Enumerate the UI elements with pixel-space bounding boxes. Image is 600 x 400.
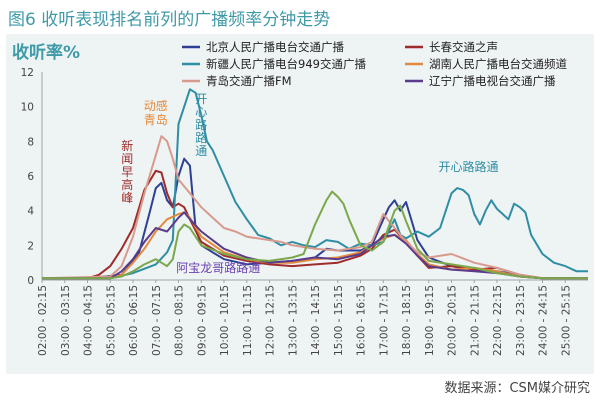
x-tick-label: 19:00 - 19:15: [424, 285, 436, 356]
x-tick-label: 23:00 - 23:15: [515, 285, 527, 356]
x-tick-label: 06:00 - 06:15: [128, 285, 140, 356]
x-tick-label: 20:00 - 20:15: [447, 285, 459, 356]
x-tick-label: 11:00 - 11:15: [242, 285, 254, 356]
source-note: 数据来源：CSM媒介研究: [444, 381, 590, 396]
annotation-label: 阿宝龙哥路路通: [176, 260, 260, 275]
x-tick-label: 13:00 - 13:15: [287, 285, 299, 356]
legend-label: 长春交通之声: [429, 40, 498, 54]
x-tick-label: 07:00 - 07:15: [151, 285, 163, 356]
chart-title: 图6 收听表现排名前列的广播频率分钟走势: [8, 10, 331, 30]
series-line: [42, 190, 588, 280]
y-tick-label: 0: [27, 275, 34, 287]
y-axis-label: 收听率%: [12, 43, 81, 63]
x-tick-label: 17:00 - 17:15: [378, 285, 390, 356]
annotation-label: 开心路路通: [439, 159, 499, 174]
x-tick-label: 14:00 - 14:15: [310, 285, 322, 356]
x-tick-label: 24:00 - 24:15: [538, 285, 550, 356]
series-line: [42, 211, 588, 280]
x-tick-label: 21:00 - 21:15: [469, 285, 481, 356]
annotation-label: 新闻早高峰: [121, 138, 133, 205]
x-tick-label: 18:00 - 18:15: [401, 285, 413, 356]
x-tick-label: 16:00 - 16:15: [356, 285, 368, 356]
y-tick-label: 10: [21, 102, 34, 114]
x-tick-label: 22:00 - 22:15: [492, 285, 504, 356]
series-line: [42, 211, 588, 280]
y-tick-label: 6: [27, 171, 34, 183]
x-tick-label: 03:00 - 03:15: [60, 285, 72, 356]
plot-background: [6, 34, 594, 374]
x-tick-label: 02:00 - 02:15: [37, 285, 49, 356]
x-tick-label: 12:00 - 12:15: [265, 285, 277, 356]
legend-label: 青岛交通广播FM: [206, 74, 292, 88]
x-tick-label: 15:00 - 15:15: [333, 285, 345, 356]
series-line: [41, 135, 588, 280]
y-tick-label: 12: [21, 67, 34, 79]
y-tick-label: 4: [27, 206, 34, 218]
legend-label: 新疆人民广播电台949交通广播: [206, 57, 366, 71]
legend-label: 北京人民广播电台交通广播: [206, 40, 344, 54]
x-tick-label: 25:00 - 25:15: [560, 285, 572, 356]
legend-label: 辽宁广播电视台交通广播: [429, 74, 556, 88]
x-tick-label: 04:00 - 04:15: [83, 285, 95, 356]
series-line: [42, 169, 588, 280]
x-tick-label: 09:00 - 09:15: [196, 285, 208, 356]
legend-label: 湖南人民广播电台交通频道: [429, 57, 567, 71]
y-tick-label: 8: [27, 136, 34, 148]
x-tick-label: 08:00 - 08:15: [174, 285, 186, 356]
annotation-label: 动感青岛: [144, 98, 168, 127]
x-tick-label: 05:00 - 05:15: [105, 285, 117, 356]
annotation-label: 开心路路通: [195, 92, 207, 158]
x-tick-label: 10:00 - 10:15: [219, 285, 231, 356]
y-tick-label: 2: [27, 240, 34, 252]
